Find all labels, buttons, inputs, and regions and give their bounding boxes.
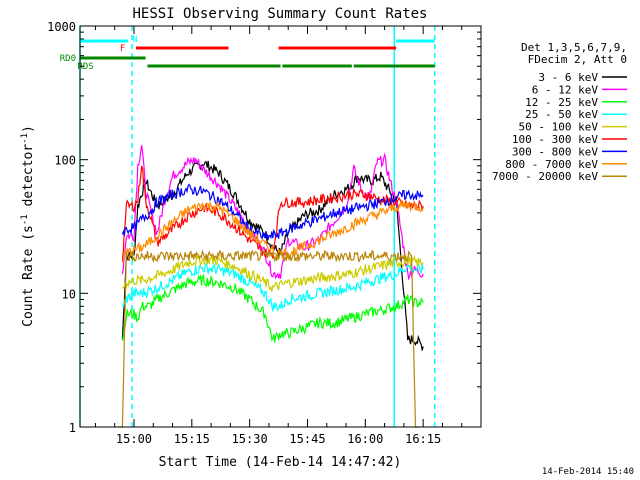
x-tick-label: 16:00: [347, 432, 383, 446]
x-tick-label: 15:30: [232, 432, 268, 446]
series-group: [118, 145, 424, 428]
y-tick-label: 10: [62, 287, 76, 301]
x-tick-label: 15:00: [116, 432, 152, 446]
y-axis-label-main: Count Rate (s: [21, 225, 36, 327]
series-line-5: [121, 165, 424, 262]
x-tick-label: 16:15: [405, 432, 441, 446]
series-line-7: [121, 200, 424, 263]
series-line-3: [121, 262, 424, 312]
marker-label-rd0: RD0: [60, 54, 76, 64]
y-axis-label: Count Rate (s-1 detector-1): [20, 125, 36, 327]
x-axis-label: Start Time (14-Feb-14 14:47:42): [159, 455, 402, 470]
legend-label: 25 - 50 keV: [525, 108, 598, 121]
plot-frame: [79, 25, 482, 428]
legend-header-line: FDecim 2, Att 0: [528, 53, 627, 66]
chart-title: HESSI Observing Summary Count Rates: [132, 6, 427, 22]
legend-label: 7000 - 20000 keV: [492, 170, 598, 183]
timestamp: 14-Feb-2014 15:40: [542, 467, 634, 477]
x-tick-label: 15:15: [174, 432, 210, 446]
legend-header-line: Det 1,3,5,6,7,9,: [521, 41, 627, 54]
legend-label: 6 - 12 keV: [532, 83, 599, 96]
marker-label-n: N: [132, 35, 137, 45]
y-tick-label: 1000: [47, 20, 76, 34]
y-tick-label: 100: [54, 154, 76, 168]
y-axis-label-end: ): [21, 125, 36, 133]
y-axis-label-mid: detector: [21, 144, 36, 215]
marker-label-f: F: [120, 44, 125, 54]
legend: Det 1,3,5,6,7,9,FDecim 2, Att 0 3 - 6 keV…: [492, 41, 627, 183]
legend-label: 100 - 300 keV: [512, 133, 598, 146]
x-axis: 15:00 15:15 15:30 15:45 16:00 16:15: [94, 26, 482, 446]
legend-label: 50 - 100 keV: [519, 121, 599, 134]
legend-label: 12 - 25 keV: [525, 96, 598, 109]
legend-label: 3 - 6 keV: [538, 71, 598, 84]
series-line-1: [121, 145, 424, 281]
series-line-8: [118, 248, 420, 428]
series-line-4: [122, 253, 424, 292]
y-tick-label: 1: [69, 421, 76, 435]
y-axis-label-sup: -1: [20, 214, 30, 225]
marker-label-rds: RDS: [77, 62, 93, 72]
legend-label: 800 - 7000 keV: [505, 158, 598, 171]
y-axis-label-sup2: -1: [20, 133, 30, 144]
y-axis: 1 10 100 1000: [47, 20, 481, 435]
series-line-2: [121, 273, 424, 343]
series-line-6: [121, 183, 424, 241]
legend-label: 300 - 800 keV: [512, 145, 598, 158]
x-tick-label: 15:45: [289, 432, 325, 446]
